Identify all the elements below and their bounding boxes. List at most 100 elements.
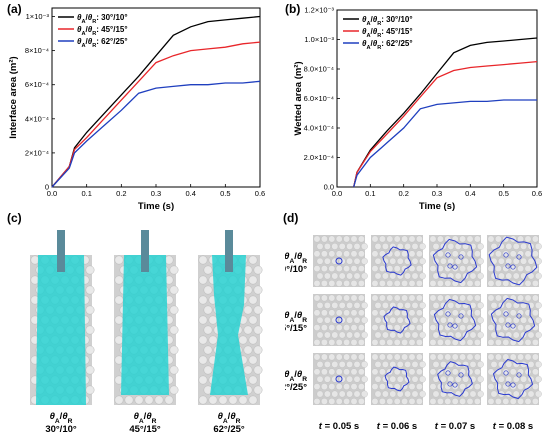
bead <box>474 280 481 287</box>
bead <box>316 375 324 383</box>
bead <box>444 339 452 346</box>
bead <box>459 265 466 272</box>
bead <box>358 383 365 390</box>
legend-entry: θA/θR: 45°/15° <box>77 25 128 37</box>
bead <box>378 309 386 317</box>
bead <box>371 353 379 361</box>
y-axis-label: Interface area (m²) <box>8 56 19 138</box>
bead <box>462 257 469 265</box>
bead <box>411 242 419 250</box>
bead <box>494 265 502 272</box>
bead <box>169 345 179 355</box>
bead <box>350 235 358 243</box>
contour-cell <box>487 235 542 287</box>
bead <box>436 250 444 258</box>
bead <box>447 375 455 383</box>
contour-cell <box>313 235 368 287</box>
bead <box>323 257 331 265</box>
bead <box>419 390 426 398</box>
bead <box>353 257 361 265</box>
bead <box>371 250 379 258</box>
bead <box>416 250 423 258</box>
bead <box>353 390 361 398</box>
bead <box>203 345 213 355</box>
bead <box>331 301 339 309</box>
bead <box>371 235 379 243</box>
bead <box>408 368 416 376</box>
y-axis-label: Wetted area (m²) <box>293 61 304 135</box>
bead <box>374 360 382 368</box>
bead <box>527 257 535 265</box>
bead <box>350 250 358 258</box>
bead <box>532 309 539 317</box>
bead <box>381 390 389 398</box>
bead <box>328 353 336 361</box>
bead <box>374 242 382 250</box>
bead <box>323 316 331 324</box>
bead <box>429 353 437 361</box>
bead <box>404 242 411 250</box>
bead <box>378 324 386 331</box>
bead <box>494 339 502 346</box>
x-tick-label: 0.1 <box>81 189 91 198</box>
bead <box>313 309 321 317</box>
bead <box>532 353 539 361</box>
bead <box>335 265 343 272</box>
bead <box>85 305 95 315</box>
bead <box>429 383 437 390</box>
bead <box>408 294 416 302</box>
bead <box>313 250 321 258</box>
bead <box>451 324 459 331</box>
bead <box>253 305 263 315</box>
bead <box>328 339 336 346</box>
x-tick-label: 0.4 <box>465 189 475 198</box>
liquid-region <box>36 255 86 405</box>
bead <box>378 235 386 243</box>
bead <box>444 235 452 243</box>
bead <box>361 242 368 250</box>
bead <box>346 360 353 368</box>
bead <box>243 285 253 295</box>
bead <box>474 309 481 317</box>
bead <box>474 294 481 302</box>
bead <box>408 250 416 258</box>
dry-spot-contour <box>516 372 522 378</box>
bead <box>502 339 510 346</box>
bead <box>527 360 535 368</box>
bead <box>502 398 510 405</box>
bead <box>494 398 502 405</box>
bead <box>524 339 532 346</box>
bead <box>85 265 95 275</box>
bead <box>487 383 495 390</box>
bead <box>114 275 124 285</box>
bead <box>432 390 440 398</box>
bead <box>454 272 462 280</box>
bead <box>474 250 481 258</box>
bead <box>85 285 95 295</box>
contour-cell <box>429 353 484 405</box>
bead <box>512 257 520 265</box>
dry-spot-contour <box>516 313 522 319</box>
y-tick-label: 0.0 <box>324 183 334 192</box>
bead <box>328 324 336 331</box>
wetting-contour <box>437 361 473 397</box>
bead <box>419 331 426 339</box>
bead <box>408 353 416 361</box>
bead <box>323 242 331 250</box>
panel-label-d: (d) <box>283 211 299 225</box>
bead <box>466 235 474 243</box>
bead <box>393 280 401 287</box>
bead <box>505 360 513 368</box>
bead <box>386 265 394 272</box>
bead <box>353 375 361 383</box>
bead <box>248 395 258 405</box>
bead <box>444 398 452 405</box>
bead <box>323 301 331 309</box>
bead <box>502 235 510 243</box>
bead <box>436 294 444 302</box>
bead <box>416 309 423 317</box>
bead <box>343 265 350 272</box>
caption-angles: 62°/25° <box>213 424 245 435</box>
bead <box>320 398 328 405</box>
bead <box>343 235 350 243</box>
